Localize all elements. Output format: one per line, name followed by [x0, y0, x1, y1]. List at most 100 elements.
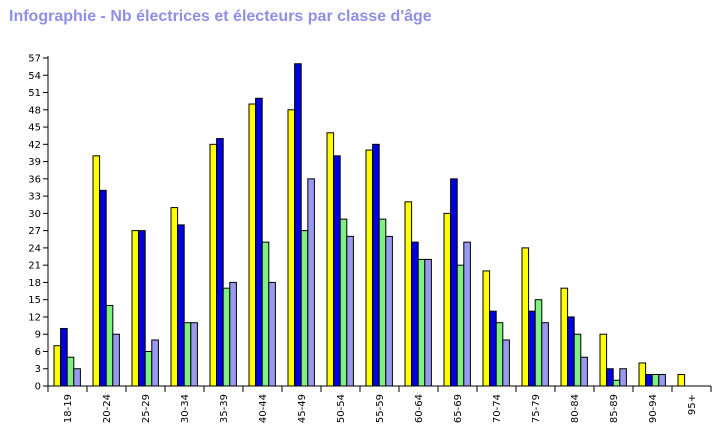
x-tick-label: 55-59: [375, 394, 386, 423]
bar: [424, 258, 432, 387]
bar: [411, 241, 419, 387]
bar: [495, 322, 504, 387]
x-tick-label: 80-84: [570, 394, 581, 423]
bar: [638, 362, 647, 387]
bar: [73, 368, 81, 387]
bar: [378, 218, 387, 387]
bar: [170, 207, 179, 387]
bar: [346, 235, 354, 387]
x-tick-label: 30-34: [180, 394, 191, 423]
bar: [521, 247, 530, 387]
bar: [482, 270, 491, 387]
y-tick-label: 12: [28, 312, 41, 323]
y-tick-label: 24: [28, 243, 41, 254]
bar: [326, 132, 335, 387]
y-tick-label: 18: [28, 278, 41, 289]
bar: [534, 299, 543, 387]
bar: [268, 281, 276, 387]
bar: [99, 189, 107, 387]
bar: [66, 356, 75, 387]
bar: [177, 224, 185, 387]
x-tick-label: 65-69: [453, 394, 464, 423]
bar: [229, 281, 237, 387]
bar: [248, 103, 257, 387]
bar: [404, 201, 413, 387]
bar: [677, 373, 686, 387]
x-tick-label: 45-49: [297, 394, 308, 423]
bar: [489, 310, 497, 387]
bar: [463, 241, 471, 387]
bar: [651, 373, 660, 387]
bar: [573, 333, 582, 387]
y-tick-label: 45: [28, 123, 41, 134]
x-tick-label: 95+: [687, 394, 698, 415]
x-tick-label: 35-39: [219, 394, 230, 423]
y-tick-label: 39: [28, 157, 41, 168]
x-tick-label: 40-44: [258, 394, 269, 423]
bar: [443, 212, 452, 387]
bar: [261, 241, 270, 387]
y-tick-label: 36: [28, 174, 41, 185]
bar: [599, 333, 608, 387]
bar: [612, 379, 621, 387]
y-tick-label: 3: [35, 364, 41, 375]
bar: [333, 155, 341, 387]
bar: [385, 235, 393, 387]
bar: [255, 97, 263, 387]
bar: [372, 143, 380, 387]
y-tick-label: 33: [28, 192, 41, 203]
bar: [339, 218, 348, 387]
x-tick-label: 90-94: [648, 394, 659, 423]
y-tick-label: 42: [28, 140, 41, 151]
x-tick-label: 70-74: [492, 394, 503, 423]
bar: [131, 230, 140, 387]
y-tick-label: 27: [28, 226, 41, 237]
chart-title: Infographie - Nb électrices et électeurs…: [9, 8, 432, 25]
y-tick-label: 21: [28, 261, 41, 272]
bar: [222, 287, 231, 387]
bar: [619, 368, 627, 387]
bar: [190, 322, 198, 387]
bar: [528, 310, 536, 387]
bar: [658, 373, 666, 387]
y-tick-label: 57: [28, 54, 41, 65]
bar: [541, 322, 549, 387]
y-tick-label: 0: [35, 382, 41, 393]
bar: [151, 339, 159, 387]
x-tick-label: 18-19: [63, 394, 74, 423]
bar: [144, 350, 153, 387]
bar: [456, 264, 465, 387]
bar: [300, 230, 309, 387]
bar: [606, 368, 614, 387]
bar: [365, 149, 374, 387]
bar: [105, 304, 114, 387]
x-tick-label: 60-64: [414, 394, 425, 423]
bar: [183, 322, 192, 387]
bar: [294, 63, 302, 387]
x-tick-label: 75-79: [531, 394, 542, 423]
bar: [216, 138, 224, 387]
x-tick-label: 85-89: [609, 394, 620, 423]
bar: [502, 339, 510, 387]
bar: [417, 258, 426, 387]
x-tick-label: 50-54: [336, 394, 347, 423]
y-tick-label: 9: [35, 330, 41, 341]
bar: [567, 316, 575, 387]
y-tick-label: 6: [35, 347, 41, 358]
x-tick-label: 20-24: [102, 394, 113, 423]
bar: [138, 230, 146, 387]
bar: [645, 373, 653, 387]
y-tick-label: 54: [28, 71, 41, 82]
y-tick-label: 30: [28, 209, 41, 220]
bar: [92, 155, 101, 387]
bar: [209, 143, 218, 387]
bar: [580, 356, 588, 387]
bar: [53, 345, 62, 387]
y-tick-label: 51: [28, 88, 41, 99]
bar: [287, 109, 296, 387]
y-tick-label: 15: [28, 295, 41, 306]
y-tick-label: 48: [28, 105, 41, 116]
x-tick-label: 25-29: [141, 394, 152, 423]
bar: [450, 178, 458, 387]
